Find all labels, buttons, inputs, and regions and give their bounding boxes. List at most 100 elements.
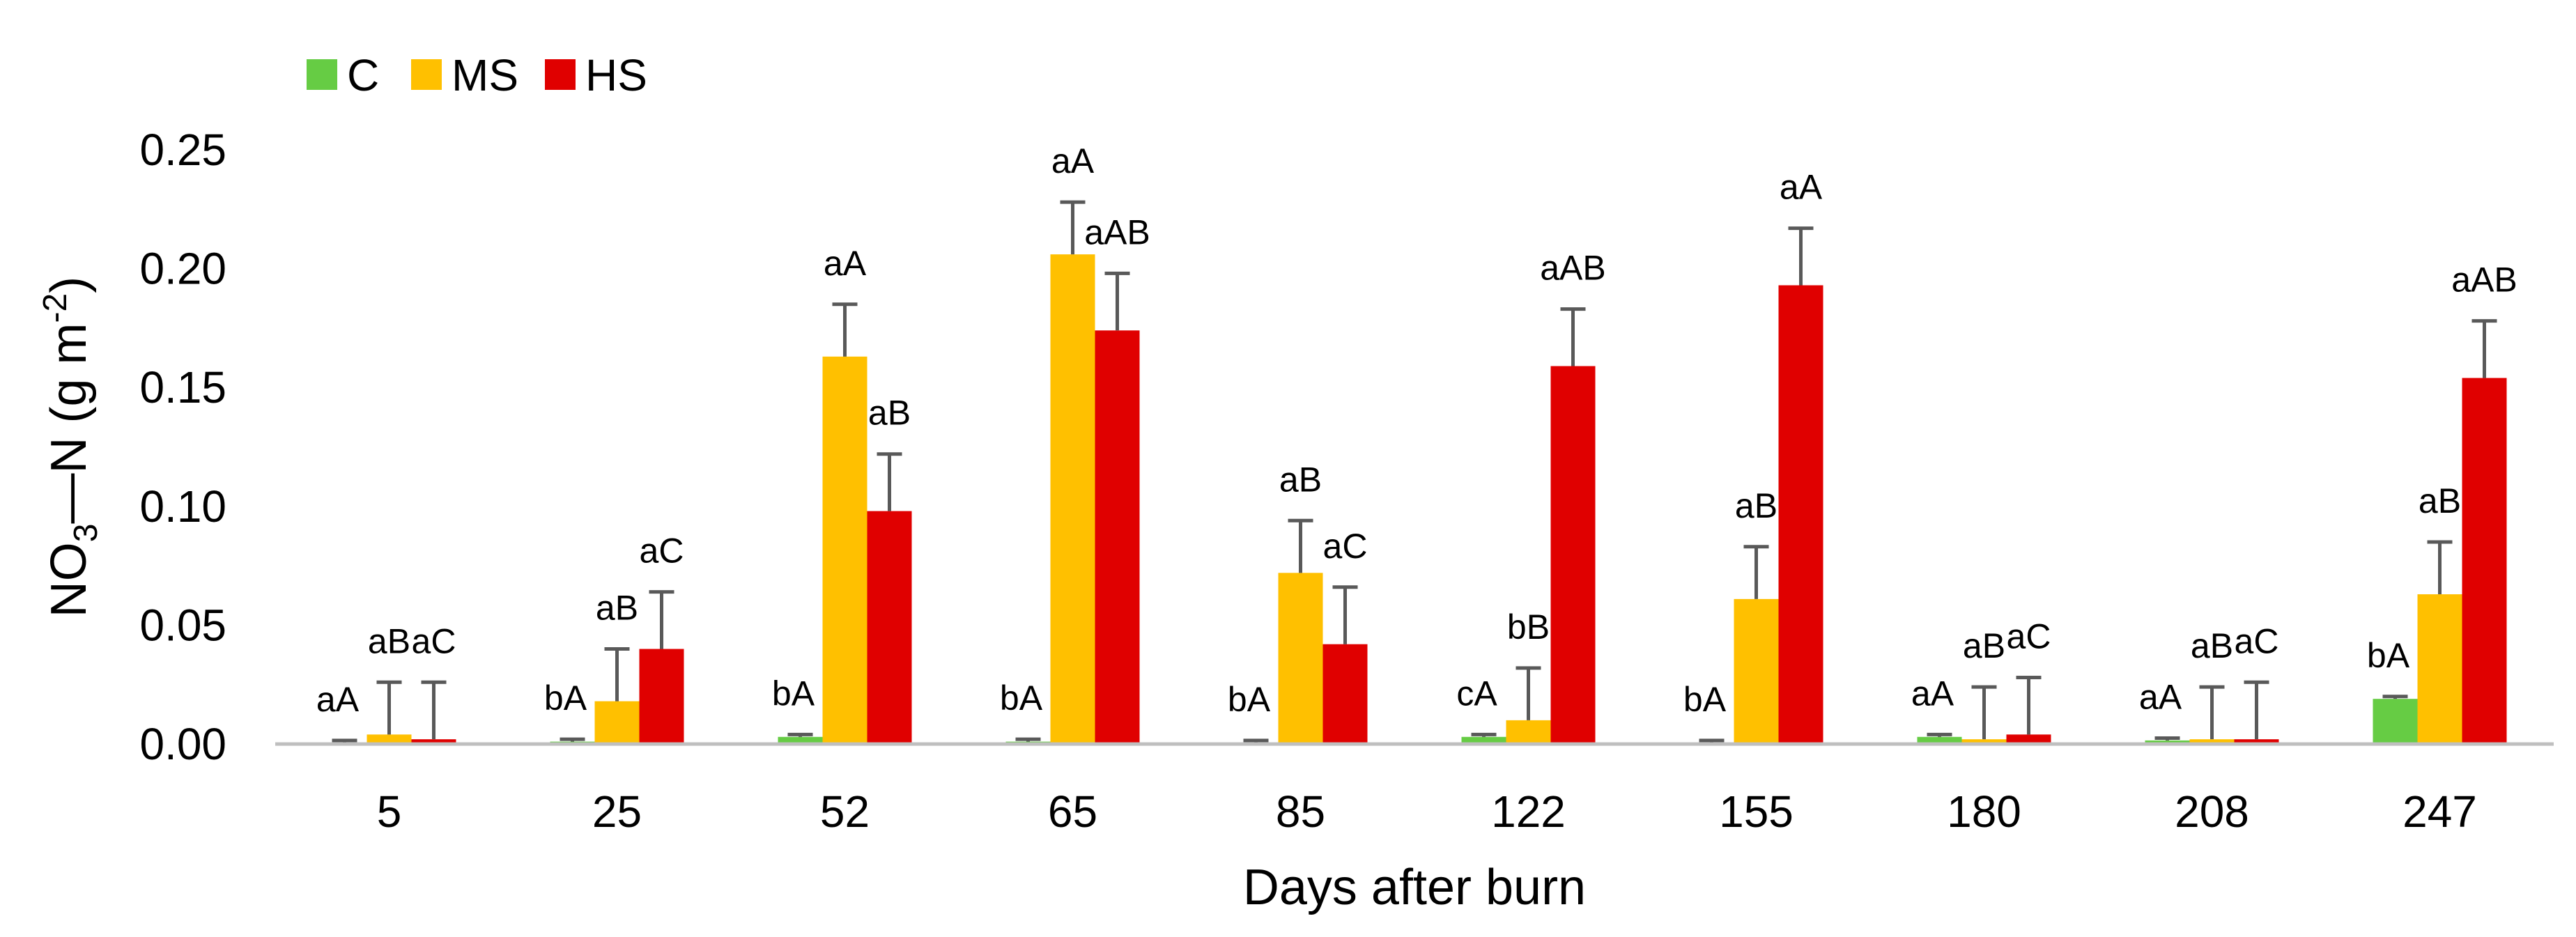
bar-group-day-155: bA aB aA — [1683, 168, 1823, 744]
significance-label-HS-day-52: aB — [868, 394, 911, 433]
significance-label-C-day-155: bA — [1683, 680, 1727, 719]
bar-MS-day-65 — [1050, 254, 1095, 744]
bar-HS-day-85 — [1322, 644, 1368, 744]
y-tick-label: 0.00 — [139, 719, 226, 769]
x-tick-label: 52 — [820, 787, 870, 837]
legend-swatch-HS — [545, 59, 576, 90]
significance-label-C-day-25: bA — [544, 679, 587, 718]
bar-MS-day-85 — [1278, 573, 1323, 744]
significance-label-MS-day-155: aB — [1735, 486, 1777, 525]
significance-label-C-day-65: bA — [1000, 679, 1043, 718]
significance-label-MS-day-52: aA — [824, 244, 867, 283]
bar-group-day-247: bA aB aAB — [2367, 261, 2517, 744]
x-tick-label: 85 — [1276, 787, 1325, 837]
y-axis-title-prefix: NO — [41, 542, 97, 617]
significance-label-HS-day-180: aC — [2007, 617, 2051, 656]
y-axis-title-suffix: ) — [41, 277, 97, 293]
significance-label-HS-day-65: aAB — [1084, 212, 1150, 251]
bar-MS-day-122 — [1506, 720, 1551, 744]
significance-label-C-day-52: bA — [772, 674, 815, 713]
bar-HS-day-65 — [1095, 330, 1140, 744]
bar-C-day-208 — [2145, 740, 2190, 744]
x-axis-title: Days after burn — [1243, 860, 1586, 915]
bar-C-day-180 — [1917, 736, 1962, 744]
bar-MS-day-155 — [1734, 598, 1779, 744]
x-tick-label: 180 — [1947, 787, 2021, 837]
x-tick-label: 5 — [377, 787, 402, 837]
x-tick-label: 247 — [2403, 787, 2477, 837]
significance-label-HS-day-247: aAB — [2451, 261, 2517, 300]
bar-group-day-122: cA bB aAB — [1456, 249, 1606, 744]
significance-label-HS-day-25: aC — [640, 532, 684, 571]
x-axis-ticks: 5 25 52 65 85 122 155 180 208 247 — [377, 787, 2477, 837]
bar-group-day-65: bA aA aAB — [1000, 141, 1150, 744]
x-tick-label: 122 — [1491, 787, 1566, 837]
bar-HS-day-52 — [867, 511, 912, 744]
legend-swatch-MS — [411, 59, 442, 90]
significance-label-MS-day-122: bB — [1507, 607, 1550, 646]
y-axis-title-superscript: -2 — [37, 293, 74, 323]
legend-swatch-C — [307, 59, 337, 90]
significance-label-HS-day-155: aA — [1780, 168, 1823, 207]
significance-label-HS-day-208: aC — [2235, 621, 2279, 660]
bar-MS-day-52 — [822, 356, 867, 744]
significance-label-HS-day-122: aAB — [1540, 249, 1606, 288]
significance-label-MS-day-180: aB — [1963, 626, 2005, 665]
bar-HS-day-25 — [639, 649, 684, 744]
bar-C-day-247 — [2373, 699, 2418, 744]
legend-item-C: C — [307, 50, 379, 100]
bar-HS-day-122 — [1550, 366, 1596, 744]
significance-label-MS-day-65: aA — [1051, 141, 1095, 180]
significance-label-C-day-247: bA — [2367, 636, 2410, 675]
significance-label-C-day-208: aA — [2139, 677, 2182, 716]
bar-group-day-52: bA aA aB — [772, 244, 912, 744]
significance-label-MS-day-208: aB — [2191, 626, 2233, 665]
y-axis-title: NO3—N (g m-2) — [37, 277, 105, 617]
bar-HS-day-155 — [1778, 285, 1823, 744]
significance-label-C-day-122: cA — [1456, 674, 1497, 713]
bar-HS-day-247 — [2462, 378, 2507, 744]
legend: C MS HS — [307, 50, 647, 100]
bar-MS-day-180 — [1961, 739, 2007, 744]
bar-HS-day-208 — [2234, 739, 2279, 744]
legend-item-MS: MS — [411, 50, 518, 100]
y-tick-label: 0.25 — [139, 125, 226, 175]
significance-label-MS-day-247: aB — [2419, 481, 2461, 520]
bar-MS-day-25 — [594, 701, 640, 744]
significance-label-HS-day-5: aC — [412, 621, 456, 660]
significance-label-C-day-85: bA — [1228, 680, 1271, 719]
significance-label-C-day-5: aA — [316, 680, 360, 719]
significance-label-MS-day-5: aB — [368, 621, 410, 660]
y-axis-title-subscript: 3 — [68, 523, 105, 542]
legend-label-MS: MS — [452, 50, 518, 100]
significance-label-MS-day-85: aB — [1279, 460, 1322, 499]
bar-C-day-122 — [1461, 736, 1506, 744]
bar-C-day-52 — [778, 736, 823, 744]
y-axis-title-middle: —N (g m — [41, 323, 97, 523]
bar-MS-day-208 — [2189, 739, 2235, 744]
x-tick-label: 65 — [1048, 787, 1097, 837]
x-tick-label: 208 — [2175, 787, 2249, 837]
bar-HS-day-180 — [2006, 734, 2051, 744]
significance-label-MS-day-25: aB — [596, 589, 638, 628]
y-tick-label: 0.10 — [139, 481, 226, 532]
bar-HS-day-5 — [411, 739, 456, 744]
y-tick-label: 0.20 — [139, 244, 226, 294]
bar-MS-day-247 — [2417, 594, 2462, 744]
y-tick-label: 0.05 — [139, 600, 226, 650]
y-tick-label: 0.15 — [139, 362, 226, 412]
bar-MS-day-5 — [367, 734, 412, 744]
significance-label-HS-day-85: aC — [1323, 527, 1368, 566]
x-tick-label: 25 — [592, 787, 642, 837]
significance-label-C-day-180: aA — [1911, 674, 1954, 713]
x-tick-label: 155 — [1719, 787, 1794, 837]
legend-label-HS: HS — [585, 50, 647, 100]
y-axis-ticks: 0.00 0.05 0.10 0.15 0.20 0.25 — [139, 125, 226, 769]
